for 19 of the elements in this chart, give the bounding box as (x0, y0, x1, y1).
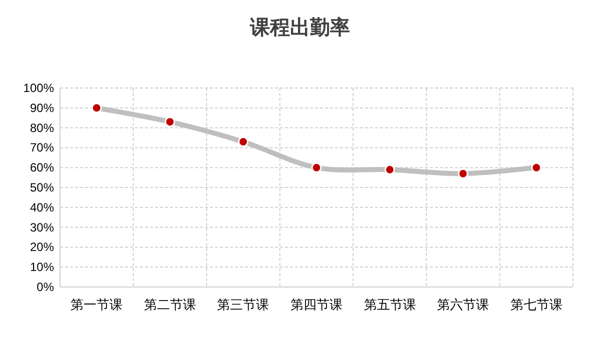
y-tick-label: 0% (36, 280, 54, 294)
chart-title: 课程出勤率 (249, 16, 350, 39)
x-tick-label: 第五节课 (364, 297, 416, 312)
x-tick-label: 第三节课 (217, 297, 270, 312)
y-tick-label: 80% (30, 120, 54, 135)
y-tick-label: 30% (30, 220, 54, 234)
x-tick-label: 第七节课 (510, 297, 562, 312)
x-tick-label: 第六节课 (437, 297, 490, 312)
y-tick-label: 60% (30, 160, 54, 175)
y-tick-label: 70% (30, 140, 54, 155)
y-tick-label: 10% (30, 260, 54, 274)
x-tick-label: 第二节课 (144, 297, 196, 312)
y-tick-label: 20% (30, 240, 54, 254)
y-tick-label: 100% (23, 81, 54, 95)
y-tick-label: 40% (30, 200, 54, 214)
y-tick-label: 90% (30, 100, 54, 115)
x-tick-label: 第四节课 (290, 297, 342, 312)
x-tick-label: 第一节课 (70, 297, 123, 312)
y-tick-label: 50% (30, 180, 54, 194)
